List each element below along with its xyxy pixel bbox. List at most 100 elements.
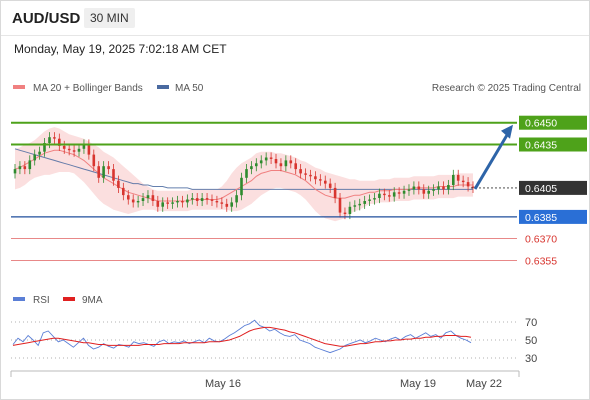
- chart-header: AUD/USD 30 MIN: [1, 1, 589, 37]
- rsi-legend-label: RSI: [33, 295, 50, 306]
- timeframe-button[interactable]: 30 MIN: [84, 8, 135, 28]
- candle: [259, 160, 263, 164]
- candle: [230, 202, 233, 207]
- candle: [447, 185, 450, 190]
- candle: [191, 198, 194, 200]
- candle: [43, 143, 46, 152]
- timestamp: Monday, May 19, 2025 7:02:18 AM CET: [14, 42, 227, 56]
- candle: [314, 176, 317, 180]
- candle: [215, 201, 219, 203]
- candle: [186, 199, 189, 203]
- candle: [383, 193, 386, 196]
- candle: [348, 206, 352, 214]
- rsi-line: [12, 319, 472, 354]
- candle: [294, 163, 297, 170]
- levels-layer: 0.6450 0.6435 0.6405 0.6385 0.6370 0.6355: [11, 115, 587, 267]
- candle: [127, 195, 130, 200]
- candle: [235, 195, 238, 203]
- price-panel: [13, 127, 475, 222]
- rsi-tick-label: 50: [525, 335, 537, 347]
- rsi-legend-swatch: [13, 297, 25, 301]
- candle: [388, 195, 391, 197]
- candle: [299, 169, 302, 174]
- candle: [136, 201, 140, 203]
- candle: [210, 199, 214, 201]
- candle: [437, 186, 440, 190]
- symbol-label: AUD/USD: [12, 10, 81, 27]
- candle: [181, 201, 184, 203]
- candle: [343, 212, 347, 214]
- ma50-legend-label: MA 50: [175, 83, 204, 94]
- candle: [205, 198, 209, 200]
- candle: [461, 180, 465, 183]
- candle: [28, 160, 32, 170]
- candle: [442, 186, 445, 190]
- x-tick-label: May 16: [205, 378, 241, 390]
- candle: [378, 193, 381, 198]
- level-tag-label: 0.6450: [525, 118, 557, 130]
- candle: [245, 169, 248, 178]
- rsi-ma-line: [12, 326, 472, 347]
- x-tick-label: May 22: [466, 378, 502, 390]
- candle: [373, 198, 376, 200]
- x-tick-label: May 19: [400, 378, 436, 390]
- candle: [397, 192, 401, 194]
- candle: [97, 166, 100, 178]
- candle: [33, 154, 36, 161]
- candle: [338, 198, 342, 213]
- candle: [82, 144, 86, 149]
- candle: [220, 202, 224, 204]
- candle: [417, 186, 421, 190]
- candle: [122, 187, 125, 196]
- level-tag: [519, 137, 587, 152]
- candle: [274, 159, 278, 164]
- candle: [161, 202, 164, 207]
- candle: [176, 201, 179, 203]
- candle: [289, 160, 293, 164]
- level-tag-label: 0.6385: [525, 212, 557, 224]
- candle: [255, 163, 258, 167]
- candle: [250, 166, 253, 170]
- projection-arrowhead: [501, 124, 513, 139]
- ma20-legend-swatch: [13, 85, 25, 89]
- candle: [53, 137, 56, 139]
- header-divider: [1, 35, 589, 36]
- candle: [358, 203, 361, 206]
- candle: [279, 163, 283, 167]
- candle: [225, 203, 229, 207]
- candle: [18, 166, 22, 170]
- candle: [471, 186, 475, 188]
- rsi-panel: 70 50 30: [11, 317, 537, 365]
- level-tag: [519, 180, 587, 195]
- candle: [284, 160, 288, 167]
- candle: [112, 169, 115, 181]
- candle: [304, 173, 307, 175]
- candle: [195, 198, 199, 201]
- candle: [117, 180, 120, 188]
- candle: [200, 198, 204, 201]
- candle: [62, 145, 66, 149]
- candle: [67, 148, 71, 151]
- rsi-ma-legend-label: 9MA: [82, 295, 103, 306]
- candle: [456, 174, 460, 181]
- candle: [432, 189, 435, 191]
- credit-text: Research © 2025 Trading Central: [432, 83, 581, 94]
- candle: [166, 202, 169, 204]
- candle: [412, 186, 416, 190]
- projection-arrow: [473, 130, 511, 190]
- ma20-line: [14, 149, 473, 202]
- candle: [319, 179, 322, 181]
- candle: [328, 183, 332, 188]
- candle: [72, 150, 76, 152]
- level-tag: [519, 209, 587, 224]
- candle: [309, 174, 312, 177]
- candle: [333, 187, 337, 198]
- candle: [269, 157, 273, 159]
- candle: [107, 166, 110, 170]
- candle: [102, 166, 105, 178]
- candle: [324, 180, 327, 184]
- candle: [156, 201, 160, 207]
- candle: [38, 151, 41, 155]
- candle: [171, 202, 174, 204]
